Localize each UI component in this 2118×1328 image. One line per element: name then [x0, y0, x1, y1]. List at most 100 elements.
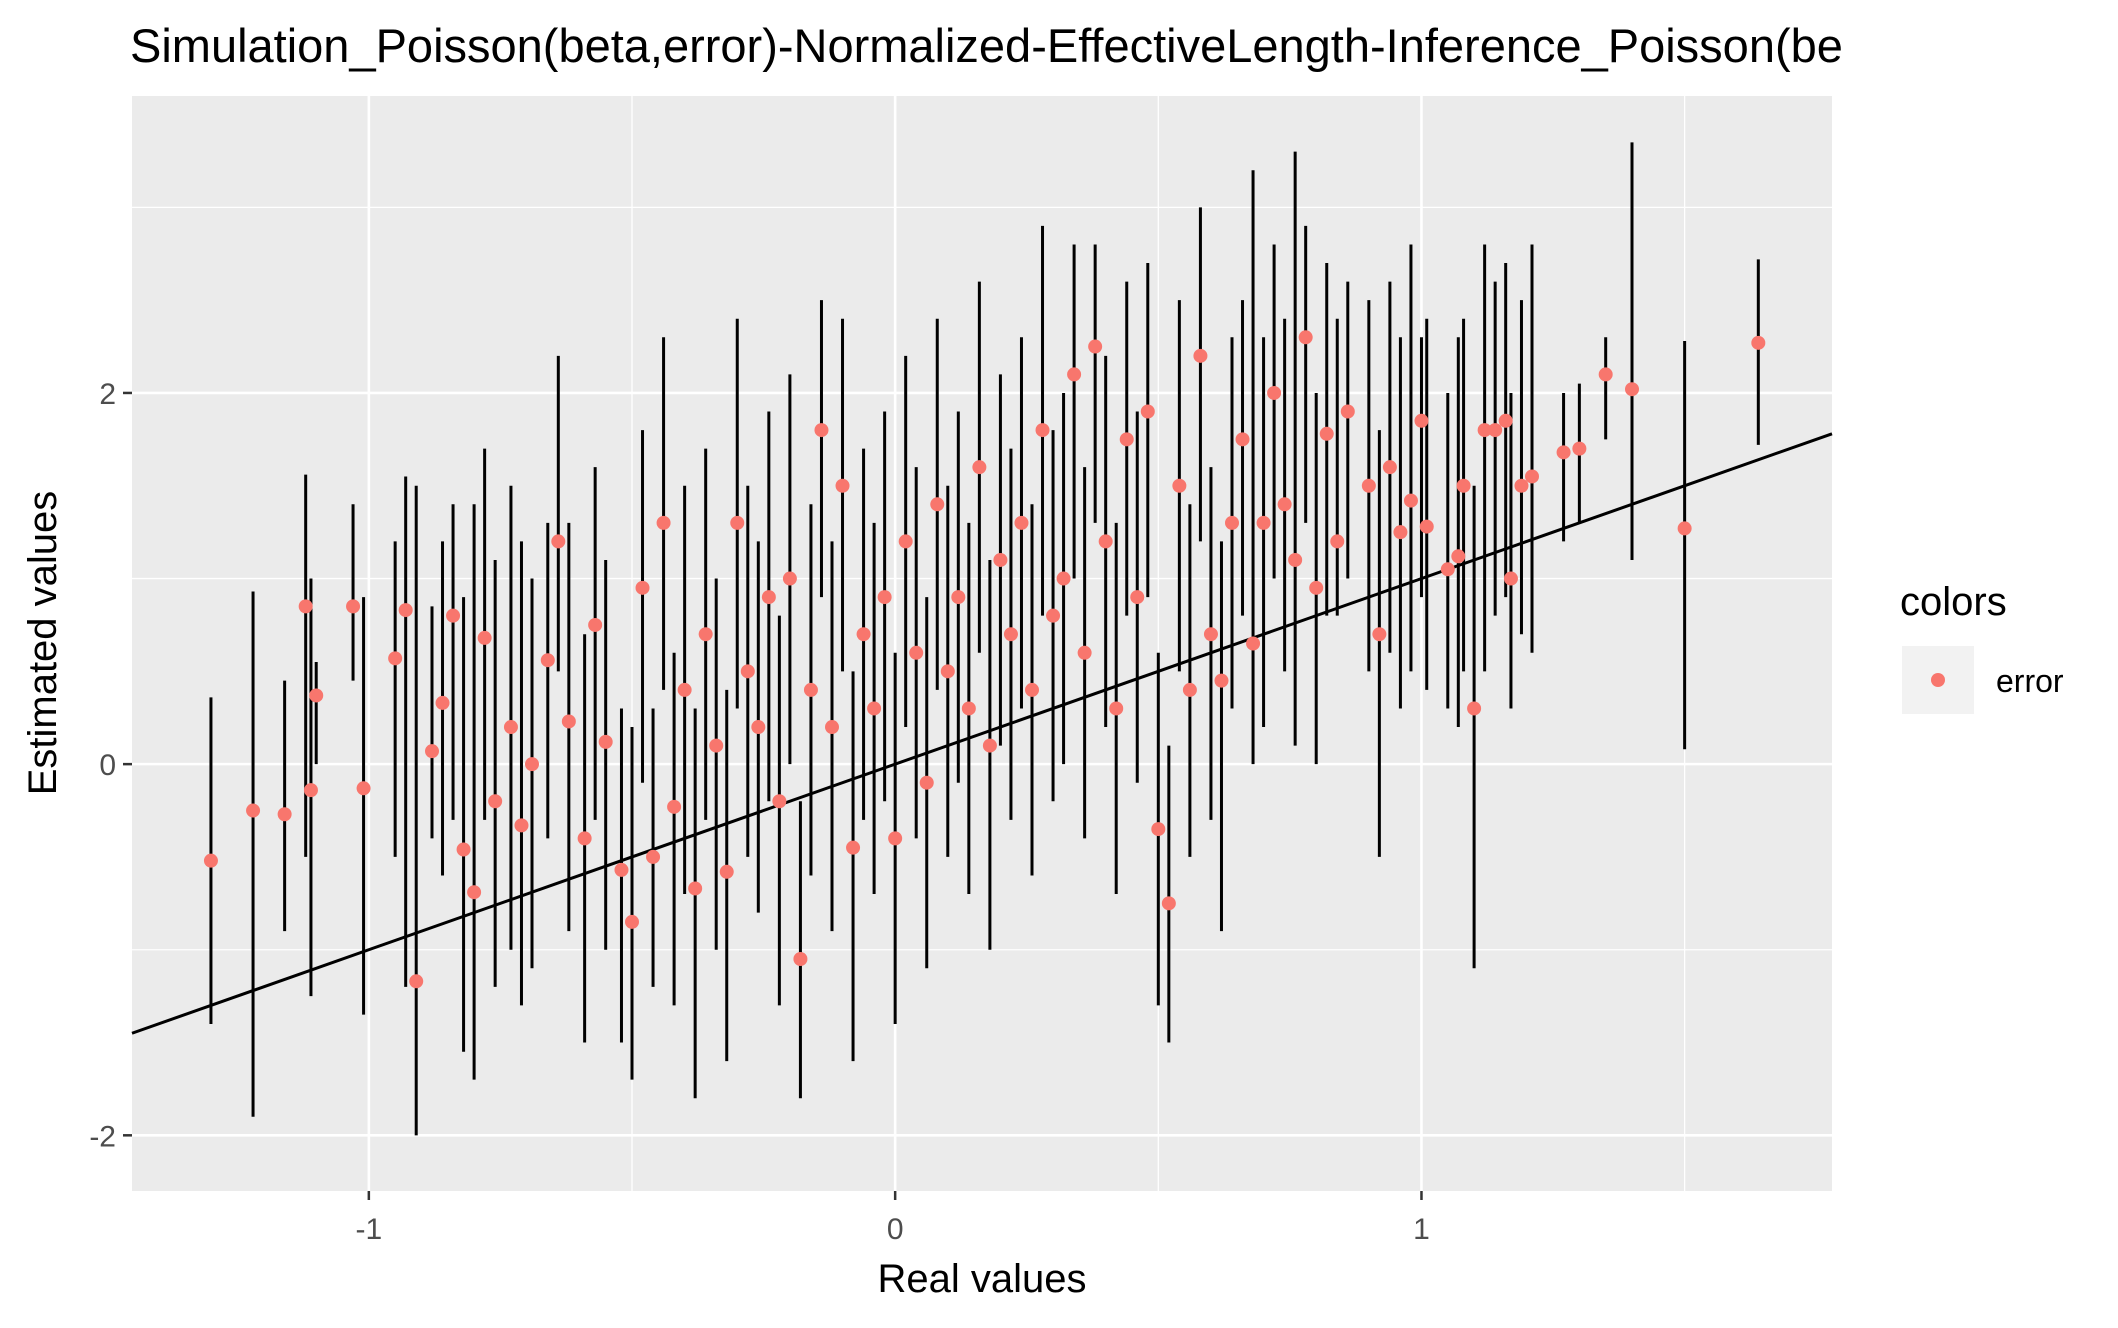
data-point — [825, 720, 839, 735]
data-points — [203, 330, 1766, 989]
data-point — [898, 534, 913, 549]
data-point — [598, 734, 613, 749]
data-point — [1477, 423, 1492, 438]
data-point — [303, 783, 318, 798]
data-point — [1514, 478, 1529, 493]
data-point — [1556, 445, 1571, 460]
data-point — [1403, 493, 1418, 508]
data-point — [782, 571, 797, 586]
y-tick-label: 0 — [99, 749, 116, 782]
data-point — [1267, 385, 1282, 400]
data-point — [740, 664, 755, 679]
data-point — [525, 757, 539, 772]
data-point — [1203, 627, 1218, 642]
data-point — [1140, 404, 1155, 419]
legend-label-error: error — [1996, 663, 2064, 699]
data-point — [730, 515, 745, 530]
data-point — [1330, 534, 1345, 549]
data-point — [1488, 423, 1503, 438]
plot-panel — [132, 96, 1832, 1191]
data-point — [246, 803, 261, 818]
data-point — [656, 515, 671, 530]
data-point — [398, 603, 413, 618]
data-point — [1246, 636, 1261, 651]
data-point — [1130, 590, 1145, 605]
data-point — [1625, 382, 1639, 397]
data-point — [1046, 608, 1061, 623]
data-point — [1225, 515, 1239, 530]
data-point — [1361, 478, 1376, 493]
x-tick-label: 0 — [887, 1213, 904, 1246]
data-point — [888, 831, 903, 846]
data-point — [1340, 404, 1355, 419]
data-point — [1151, 822, 1166, 837]
data-point — [709, 738, 724, 753]
data-point — [1451, 549, 1466, 564]
data-point — [814, 423, 829, 438]
data-point — [751, 720, 766, 735]
x-tick-label: 1 — [1413, 1213, 1430, 1246]
y-axis-ticks: -2 0 2 — [89, 378, 132, 1153]
data-point — [856, 627, 871, 642]
y-axis-title: Estimated values — [21, 491, 65, 796]
y-tick-label: -2 — [89, 1120, 116, 1153]
data-point — [761, 590, 776, 605]
data-point — [1056, 571, 1071, 586]
data-point — [677, 682, 692, 697]
data-point — [1161, 896, 1176, 911]
data-point — [446, 608, 461, 623]
data-point — [919, 775, 934, 790]
data-point — [298, 599, 313, 614]
data-point — [551, 534, 566, 549]
data-point — [1182, 682, 1197, 697]
data-point — [982, 738, 997, 753]
data-point — [356, 781, 371, 796]
y-tick-label: 2 — [99, 378, 116, 411]
data-point — [1372, 627, 1387, 642]
data-point — [409, 974, 424, 989]
data-point — [835, 478, 850, 493]
data-point — [1598, 367, 1613, 382]
data-point — [1088, 339, 1103, 354]
data-point — [698, 627, 713, 642]
data-point — [1172, 478, 1187, 493]
data-point — [503, 720, 518, 735]
data-point — [435, 695, 450, 710]
data-point — [1235, 432, 1250, 447]
x-axis-title: Real values — [877, 1257, 1086, 1301]
data-point — [972, 460, 987, 475]
data-point — [1393, 525, 1408, 540]
data-point — [803, 682, 818, 697]
data-point — [1440, 562, 1455, 577]
data-point — [1677, 521, 1692, 536]
data-point — [1256, 515, 1271, 530]
data-point — [1382, 460, 1397, 475]
data-point — [1003, 627, 1018, 642]
data-point — [1298, 330, 1313, 345]
data-point — [203, 853, 218, 868]
data-point — [846, 840, 861, 855]
data-point — [346, 599, 361, 614]
legend: colors error — [1900, 580, 2064, 714]
data-point — [961, 701, 976, 716]
data-point — [646, 849, 661, 864]
data-point — [1193, 348, 1208, 363]
data-point — [477, 630, 492, 645]
data-point — [1077, 645, 1092, 660]
data-point — [1288, 552, 1303, 567]
reference-line — [131, 432, 1833, 1035]
data-point — [1319, 426, 1334, 441]
data-point — [425, 744, 439, 759]
data-point — [877, 590, 892, 605]
legend-title: colors — [1900, 580, 2007, 624]
data-point — [277, 807, 292, 822]
data-point — [1751, 335, 1766, 350]
data-point — [514, 818, 529, 833]
data-point — [614, 862, 629, 877]
data-point — [1109, 701, 1124, 716]
data-point — [1467, 701, 1482, 716]
data-point — [467, 885, 482, 900]
data-point — [1456, 478, 1471, 493]
data-point — [1025, 682, 1039, 697]
